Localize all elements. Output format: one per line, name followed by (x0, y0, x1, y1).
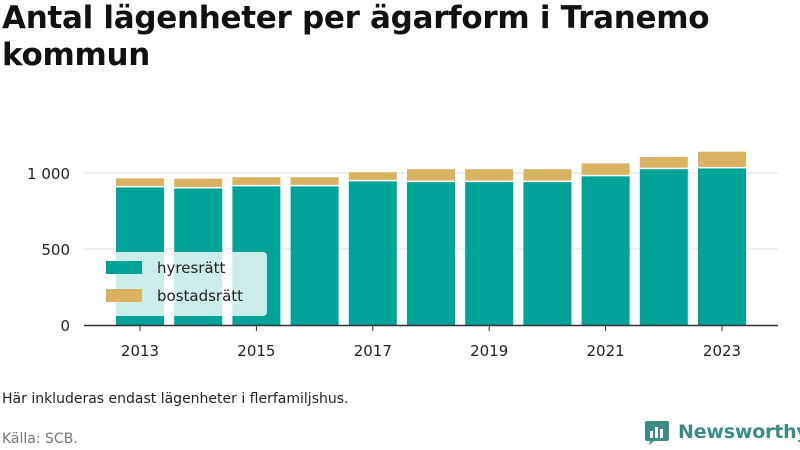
brand-name: Newsworthy (678, 421, 800, 443)
bar-hyresratt (348, 181, 397, 325)
bar-bostadsratt (639, 157, 688, 168)
x-tick-label: 2017 (354, 342, 392, 360)
brand-logo[interactable]: Newsworthy (644, 419, 800, 445)
y-tick-label: 1 000 (27, 165, 70, 183)
y-tick-label: 500 (41, 241, 70, 259)
legend: hyresrätt bostadsrätt (95, 252, 267, 316)
legend-swatch (106, 261, 142, 274)
bar-hyresratt (523, 182, 572, 325)
bar-bostadsratt (290, 177, 339, 185)
chart-title: Antal lägenheter per ägarform i Tranemo … (2, 0, 710, 73)
axes: 0 500 1 000 2013 2015 2017 2019 2021 2023 (27, 165, 778, 360)
x-tick-label: 2023 (703, 342, 741, 360)
footnote: Här inkluderas endast lägenheter i flerf… (2, 391, 349, 407)
bar-bostadsratt (232, 177, 281, 185)
x-tick-label: 2021 (587, 342, 625, 360)
bar-bostadsratt (174, 178, 223, 188)
x-tick-label: 2019 (470, 342, 508, 360)
bar-hyresratt (581, 176, 630, 325)
bar-bostadsratt (581, 163, 630, 175)
bar-bostadsratt (465, 169, 514, 181)
bar-bostadsratt (523, 169, 572, 181)
legend-label: bostadsrätt (157, 287, 243, 305)
bar-hyresratt (465, 182, 514, 325)
bar-bostadsratt (348, 172, 397, 180)
legend-swatch (106, 289, 142, 302)
bar-hyresratt (407, 182, 455, 325)
x-tick-label: 2015 (237, 342, 275, 360)
source-text: Källa: SCB. (2, 431, 78, 447)
bar-hyresratt (290, 186, 339, 325)
bar-bostadsratt (116, 178, 164, 186)
x-tick-label: 2013 (121, 342, 159, 360)
y-tick-label: 0 (60, 317, 70, 335)
bar-hyresratt (639, 169, 688, 325)
bar-bostadsratt (407, 169, 455, 181)
bar-hyresratt (698, 168, 746, 325)
bar-chart-logo-icon (645, 421, 669, 445)
legend-label: hyresrätt (157, 259, 226, 277)
bar-bostadsratt (698, 151, 746, 167)
